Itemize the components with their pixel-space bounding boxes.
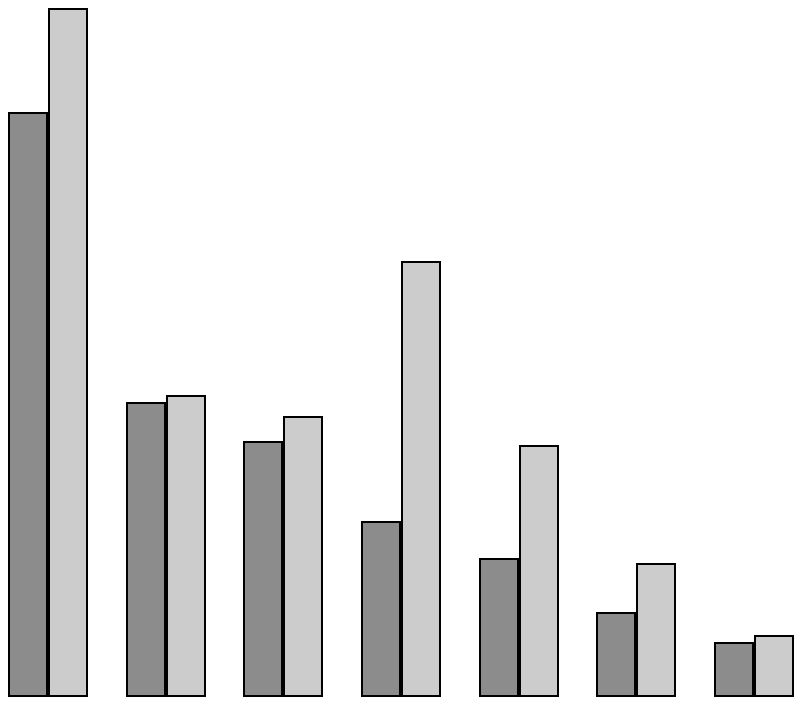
bar-c1-a (8, 112, 48, 697)
bar-c3-b (283, 416, 323, 697)
bar-c6-b (636, 563, 676, 697)
bar-c2-a (126, 402, 166, 697)
bar-c6-a (596, 612, 636, 697)
bar-c5-a (479, 558, 519, 697)
bar-c7-a (714, 642, 754, 697)
bar-c1-b (48, 8, 88, 697)
bar-c7-b (754, 635, 794, 697)
bar-c4-b (401, 261, 441, 697)
bar-chart (0, 0, 804, 717)
bar-c4-a (361, 521, 401, 697)
bar-c5-b (519, 445, 559, 697)
bar-c2-b (166, 395, 206, 697)
bar-c3-a (243, 441, 283, 697)
